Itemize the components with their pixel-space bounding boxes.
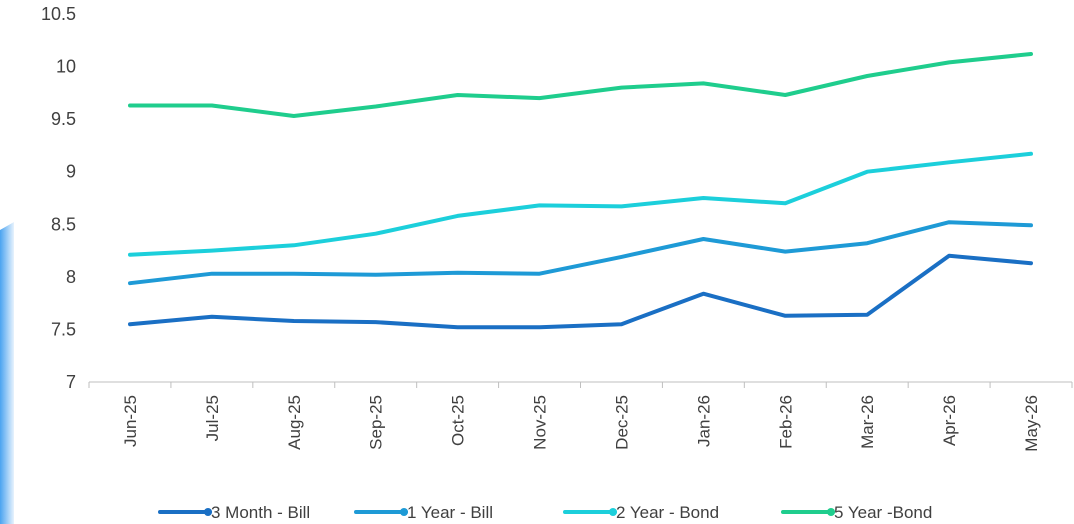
series-line-3 bbox=[128, 151, 1033, 257]
y-tick-label: 9.5 bbox=[51, 109, 76, 129]
x-tick-label: Feb-26 bbox=[776, 395, 795, 449]
x-tick-label: Jan-26 bbox=[694, 395, 713, 447]
legend: 3 Month - Bill 1 Year - Bill 2 Year - Bond… bbox=[158, 503, 932, 522]
legend-label: 2 Year - Bond bbox=[616, 503, 719, 522]
legend-swatch-dot bbox=[204, 508, 212, 516]
x-tick-label: Sep-25 bbox=[367, 395, 386, 450]
x-tick-label: Aug-25 bbox=[285, 395, 304, 450]
x-tick-label: Apr-26 bbox=[940, 395, 959, 446]
series-line-2 bbox=[128, 220, 1033, 286]
y-tick-label: 10.5 bbox=[41, 4, 76, 24]
legend-swatch-dot bbox=[400, 508, 408, 516]
y-tick-label: 7.5 bbox=[51, 319, 76, 339]
legend-swatch-dot bbox=[609, 508, 617, 516]
legend-label: 3 Month - Bill bbox=[211, 503, 310, 522]
series-lines bbox=[128, 52, 1033, 330]
x-tick-label: Oct-25 bbox=[449, 395, 468, 446]
legend-label: 1 Year - Bill bbox=[407, 503, 493, 522]
x-tick-label: May-26 bbox=[1022, 395, 1041, 452]
y-tick-label: 9 bbox=[66, 162, 76, 182]
x-tick-label: Mar-26 bbox=[858, 395, 877, 449]
series-line-1 bbox=[128, 253, 1033, 330]
y-tick-label: 10 bbox=[56, 57, 76, 77]
y-tick-label: 8.5 bbox=[51, 214, 76, 234]
legend-swatch-dot bbox=[827, 508, 835, 516]
series-line-4 bbox=[128, 52, 1033, 118]
legend-label: 5 Year -Bond bbox=[834, 503, 932, 522]
decorative-edge-shape bbox=[0, 222, 14, 524]
x-tick-label: Dec-25 bbox=[612, 395, 631, 450]
x-tick-label: Jun-25 bbox=[121, 395, 140, 447]
y-tick-label: 7 bbox=[66, 372, 76, 392]
x-tick-label: Jul-25 bbox=[203, 395, 222, 441]
x-axis-ticks: Jun-25 Jul-25 Aug-25 Sep-25 Oct-25 Nov-25 Dec-… bbox=[88, 382, 1073, 452]
x-tick-label: Nov-25 bbox=[531, 395, 550, 450]
y-axis-ticks: 7 7.5 8 8.5 9 9.5 10 10.5 bbox=[41, 4, 76, 392]
y-tick-label: 8 bbox=[66, 267, 76, 287]
